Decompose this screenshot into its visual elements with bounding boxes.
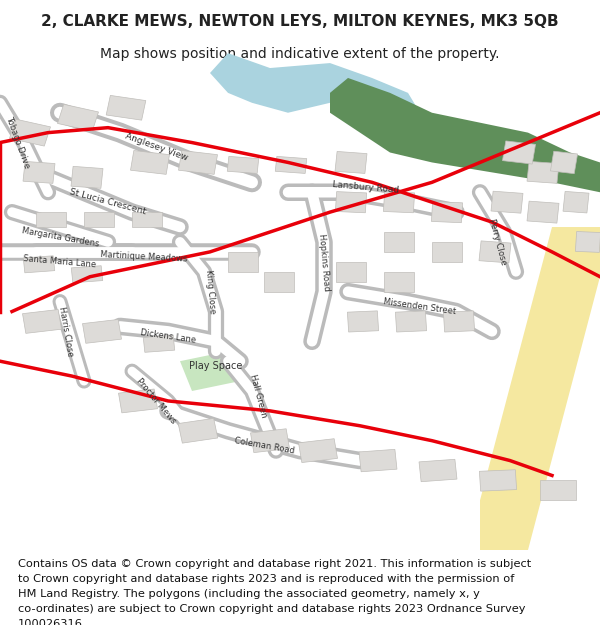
Bar — [251, 429, 289, 452]
Bar — [335, 151, 367, 173]
Text: Missenden Street: Missenden Street — [383, 297, 457, 316]
Text: Margarita Ga⁠rdens: Margarita Ga⁠rdens — [20, 226, 100, 248]
Bar — [106, 96, 146, 120]
Polygon shape — [180, 351, 240, 391]
Bar — [23, 161, 55, 183]
Text: 100026316.: 100026316. — [18, 619, 86, 625]
Bar — [132, 212, 162, 227]
Text: Proctor Mews: Proctor Mews — [134, 376, 178, 426]
Bar — [563, 191, 589, 213]
Polygon shape — [210, 53, 420, 128]
Bar — [84, 212, 114, 227]
Bar — [264, 272, 294, 292]
Bar — [335, 192, 367, 213]
Text: King Close: King Close — [203, 269, 217, 314]
Bar — [491, 191, 523, 213]
Bar — [143, 335, 175, 352]
Text: Santa Maria Lane: Santa Maria Lane — [23, 254, 97, 269]
Text: co-ordinates) are subject to Crown copyright and database rights 2023 Ordnance S: co-ordinates) are subject to Crown copyr… — [18, 604, 526, 614]
Text: 2, CLARKE MEWS, NEWTON LEYS, MILTON KEYNES, MK3 5QB: 2, CLARKE MEWS, NEWTON LEYS, MILTON KEYN… — [41, 14, 559, 29]
Bar — [527, 201, 559, 223]
Bar — [540, 481, 576, 500]
Bar — [384, 232, 414, 252]
Text: HM Land Registry. The polygons (including the associated geometry, namely x, y: HM Land Registry. The polygons (includin… — [18, 589, 479, 599]
Bar — [299, 439, 337, 462]
Text: Coleman Road: Coleman Road — [233, 436, 295, 456]
Text: Contains OS data © Crown copyright and database right 2021. This information is : Contains OS data © Crown copyright and d… — [18, 559, 531, 569]
Text: to Crown copyright and database rights 2023 and is reproduced with the permissio: to Crown copyright and database rights 2… — [18, 574, 514, 584]
Polygon shape — [480, 227, 600, 550]
Bar — [131, 151, 169, 174]
Text: Martinique Meadows: Martinique Meadows — [100, 250, 188, 264]
Bar — [502, 141, 536, 164]
Text: Hall Green: Hall Green — [248, 373, 268, 419]
Bar — [71, 266, 103, 282]
Bar — [359, 449, 397, 472]
Bar — [432, 242, 462, 262]
Bar — [575, 231, 600, 253]
Text: Anglesey View: Anglesey View — [124, 132, 188, 163]
Text: Lansbury Road: Lansbury Road — [332, 180, 400, 194]
Bar — [23, 256, 55, 272]
Bar — [178, 418, 218, 443]
Polygon shape — [330, 78, 600, 192]
Bar — [431, 201, 463, 222]
Text: Perry Close: Perry Close — [487, 217, 509, 266]
Bar — [347, 311, 379, 332]
Bar — [71, 166, 103, 188]
Bar — [384, 272, 414, 292]
Bar — [10, 119, 50, 146]
Bar — [228, 252, 258, 272]
Bar — [550, 151, 578, 174]
Bar — [527, 161, 559, 183]
Bar — [227, 156, 259, 173]
Bar — [36, 212, 66, 227]
Text: Play Space: Play Space — [190, 361, 242, 371]
Text: Dickens Lane: Dickens Lane — [140, 328, 196, 345]
Text: St Lucia Crescent: St Lucia Crescent — [69, 188, 147, 217]
Bar — [479, 470, 517, 491]
Bar — [479, 241, 511, 263]
Bar — [179, 151, 217, 174]
Bar — [119, 389, 157, 413]
Bar — [443, 311, 475, 332]
Bar — [23, 309, 61, 333]
Text: Tobago Drive: Tobago Drive — [4, 115, 32, 170]
Text: Map shows position and indicative extent of the property.: Map shows position and indicative extent… — [100, 47, 500, 61]
Bar — [419, 459, 457, 482]
Bar — [83, 319, 121, 343]
Bar — [383, 192, 415, 213]
Bar — [275, 156, 307, 173]
Text: Harris Close: Harris Close — [57, 306, 75, 357]
Bar — [336, 262, 366, 282]
Bar — [395, 311, 427, 332]
Bar — [58, 104, 98, 131]
Text: Hopkins Road: Hopkins Road — [317, 232, 331, 291]
